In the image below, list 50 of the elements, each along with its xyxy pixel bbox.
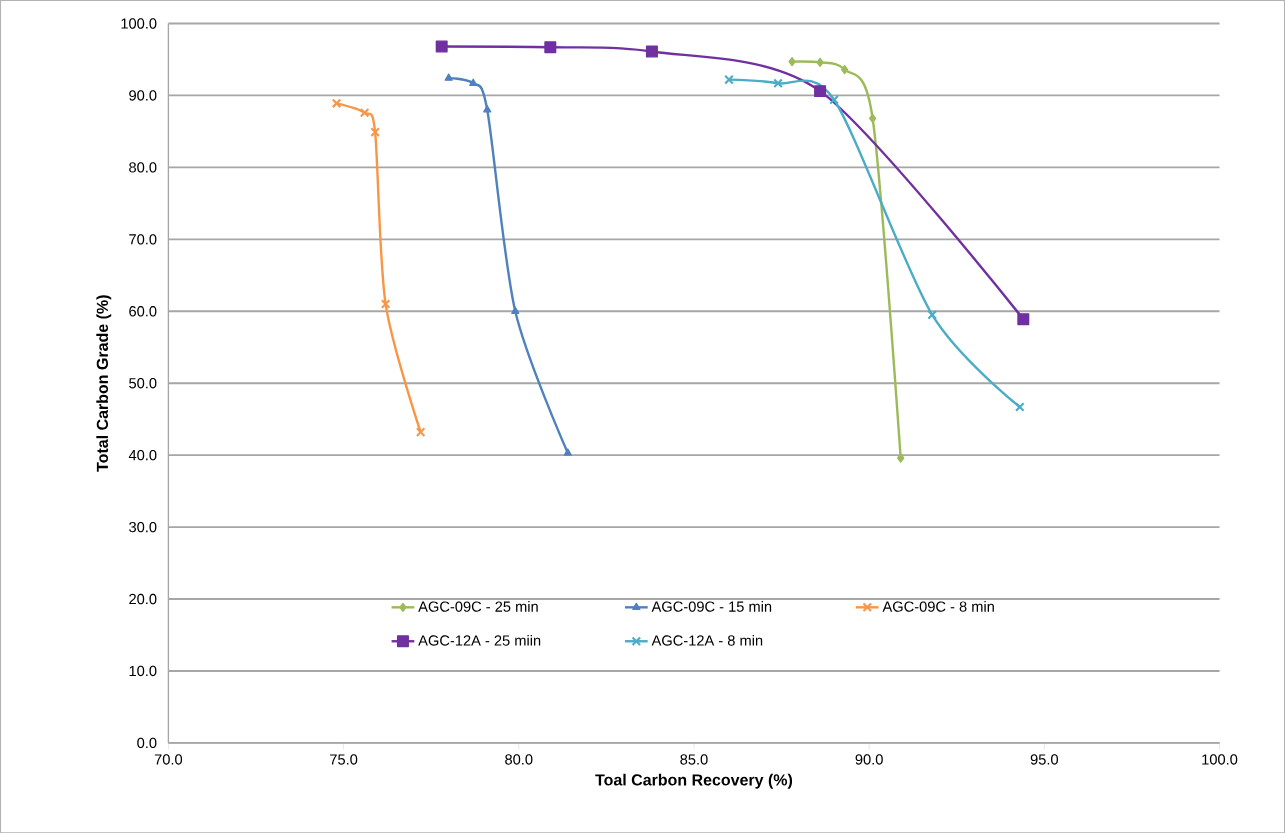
legend-label: AGC-09C - 8 min (882, 600, 994, 612)
point (840, 64, 849, 75)
legend-label: AGC-09C - 25 min (418, 600, 538, 612)
point (469, 78, 478, 86)
x-tick-label: 70.0 (154, 754, 183, 765)
x-tick-label: 85.0 (680, 754, 708, 765)
point (415, 427, 426, 437)
point (563, 448, 572, 456)
point (1017, 313, 1030, 325)
point (544, 41, 557, 54)
y-tick-label: 30.0 (129, 521, 157, 533)
y-tick-label: 60.0 (129, 305, 157, 317)
y-tick-label: 70.0 (129, 233, 157, 245)
point (724, 74, 734, 85)
point (816, 57, 824, 67)
x-tick-label: 75.0 (330, 754, 358, 765)
point (927, 309, 938, 320)
legend-label: AGC-09C - 15 min (651, 600, 772, 612)
point (773, 78, 783, 88)
y-axis-title: Total Carbon Grade (%) (96, 295, 112, 472)
point (868, 113, 877, 123)
y-tick-label: 50.0 (129, 377, 157, 389)
legend-label: AGC-12A - 8 min (651, 634, 763, 646)
point (359, 107, 370, 118)
y-tick-label: 10.0 (129, 665, 157, 676)
y-tick-label: 20.0 (129, 593, 157, 605)
point (645, 45, 658, 58)
x-tick-label: 95.0 (1030, 754, 1059, 765)
x-tick-label: 80.0 (505, 754, 533, 765)
point (829, 94, 839, 105)
y-tick-label: 90.0 (129, 90, 157, 101)
point (435, 40, 448, 53)
y-tick-label: 80.0 (129, 162, 157, 173)
point (380, 299, 391, 309)
point (897, 453, 905, 463)
x-tick-label: 90.0 (855, 754, 883, 765)
point (444, 73, 453, 81)
point (814, 84, 827, 97)
point (483, 104, 492, 113)
legend-label: AGC-12A - 25 miin (418, 634, 541, 646)
point (1014, 401, 1025, 412)
point (788, 56, 796, 67)
point (370, 127, 380, 137)
x-axis-title: Toal Carbon Recovery (%) (595, 773, 793, 789)
y-tick-label: 40.0 (128, 449, 157, 461)
point (511, 306, 520, 314)
y-tick-label: 100.0 (121, 18, 157, 29)
point (331, 98, 342, 109)
x-tick-label: 100.0 (1202, 754, 1238, 765)
y-tick-label: 0.0 (137, 737, 157, 748)
